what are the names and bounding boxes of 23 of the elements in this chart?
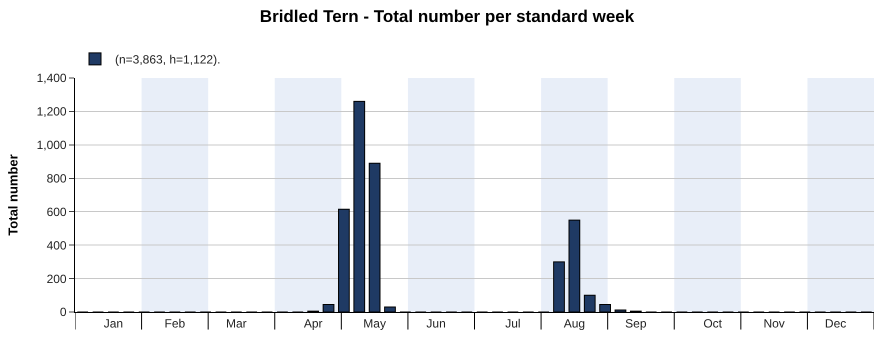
x-tick-label: Jun: [426, 316, 446, 330]
x-tick-label: Feb: [164, 316, 186, 330]
legend-label: (n=3,863, h=1,122).: [115, 52, 220, 66]
y-tick-label: 0: [60, 305, 67, 320]
x-tick-label: Jul: [505, 316, 521, 330]
y-tick-label: 200: [46, 272, 67, 286]
y-tick-label: 600: [46, 204, 67, 219]
y-tick-label: 1,000: [36, 138, 67, 152]
x-tick-label: Apr: [304, 316, 323, 330]
chart-title: Bridled Tern - Total number per standard week: [260, 7, 635, 26]
x-tick-label: Mar: [226, 316, 247, 330]
y-tick-label: 1,400: [36, 71, 67, 86]
y-tick-label: 400: [46, 238, 67, 252]
x-tick-label: Aug: [564, 316, 586, 330]
x-tick-label: Nov: [763, 316, 785, 330]
x-tick-label: May: [363, 316, 386, 330]
y-axis-title: Total number: [6, 154, 21, 236]
y-tick-label: 1,200: [36, 104, 67, 119]
x-tick-label: Oct: [703, 316, 723, 330]
x-tick-label: Jan: [104, 316, 124, 330]
y-tick-label: 800: [46, 171, 67, 186]
x-tick-label: Dec: [824, 316, 846, 330]
x-tick-label: Sep: [625, 316, 647, 330]
